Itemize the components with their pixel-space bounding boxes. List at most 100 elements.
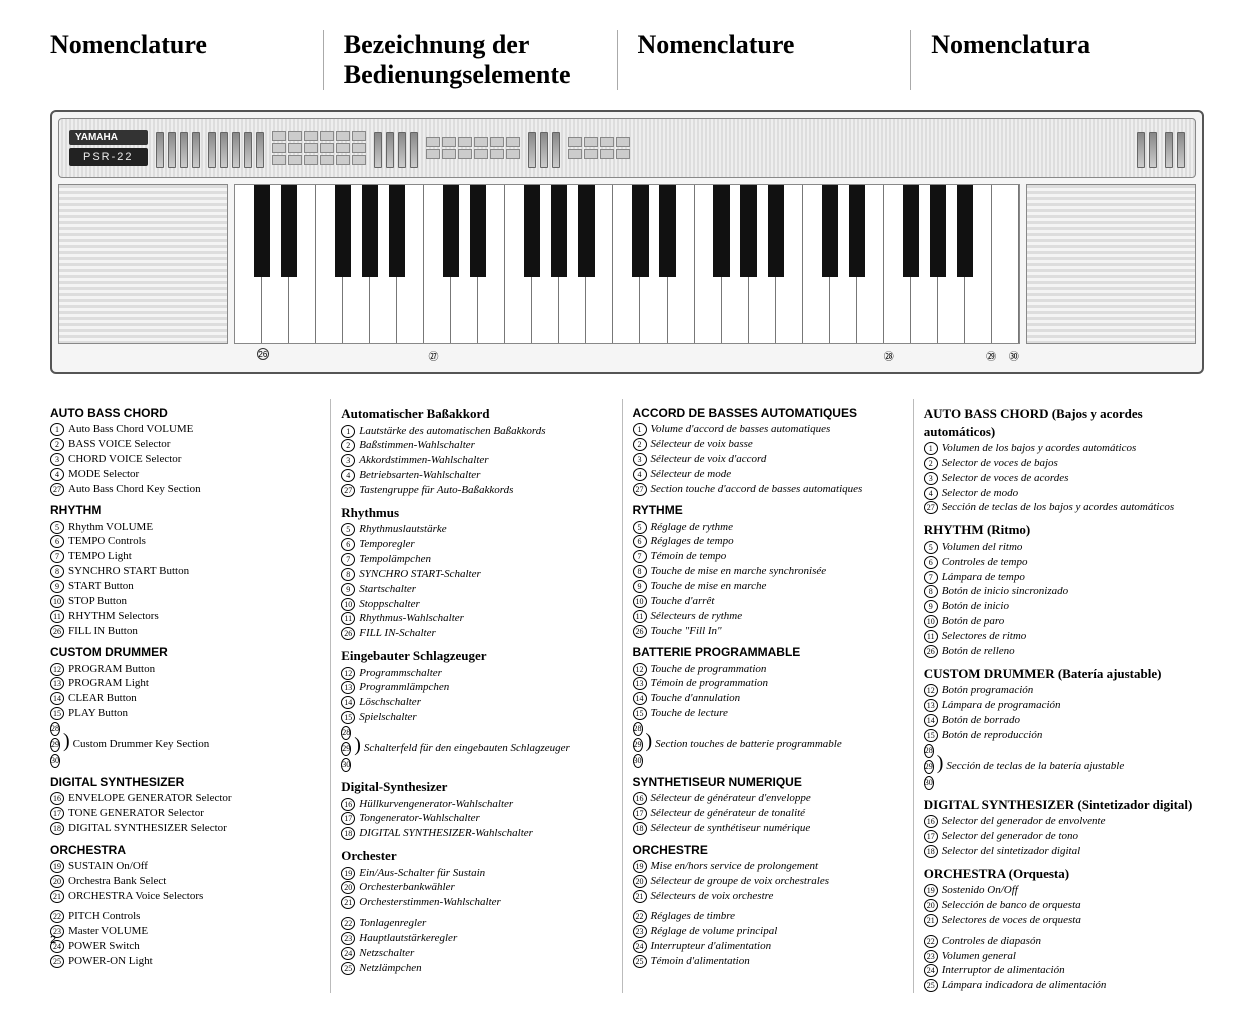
- item-number: 5: [924, 541, 938, 554]
- item-row: 12PROGRAM Button: [50, 662, 320, 677]
- black-key-slot: [776, 185, 803, 277]
- item-text: Sélecteur de groupe de voix orchestrales: [651, 874, 903, 889]
- item-row: 7Témoin de tempo: [633, 549, 903, 564]
- brace-symbol: ): [354, 739, 361, 757]
- item-text: DIGITAL SYNTHESIZER Selector: [68, 821, 320, 836]
- header-en: Nomenclature: [50, 30, 324, 90]
- item-text: Botón programación: [942, 683, 1194, 698]
- btn-cell: [288, 143, 302, 153]
- speaker-right: [1026, 184, 1196, 344]
- item-number: 11: [341, 612, 355, 625]
- black-key-slot: [478, 185, 505, 277]
- item-text: Selector de voces de bajos: [942, 456, 1194, 471]
- item-number: 22: [924, 935, 938, 948]
- col-fr: ACCORD DE BASSES AUTOMATIQUES1Volume d'a…: [633, 399, 914, 993]
- item-number: 7: [924, 571, 938, 584]
- item-text: Témoin d'alimentation: [651, 954, 903, 969]
- section-head: RHYTHM: [50, 502, 320, 518]
- lower-row: [58, 184, 1196, 344]
- marker-30: ㉚: [1009, 348, 1019, 363]
- item-row: 7Lámpara de tempo: [924, 570, 1194, 585]
- nomenclature-columns: AUTO BASS CHORD1Auto Bass Chord VOLUME2B…: [50, 399, 1204, 993]
- slider: [232, 132, 240, 168]
- item-number: 16: [924, 815, 938, 828]
- item-number: 13: [633, 677, 647, 690]
- item-text: RHYTHM Selectors: [68, 609, 320, 624]
- item-number: 15: [50, 707, 64, 720]
- item-number: 6: [924, 556, 938, 569]
- item-text: Témoin de tempo: [651, 549, 903, 564]
- brace-text: Custom Drummer Key Section: [73, 737, 321, 752]
- item-number: 21: [633, 890, 647, 903]
- item-number: 15: [924, 729, 938, 742]
- btn-cell: [426, 149, 440, 159]
- keyboard-panel: YAMAHA PSR-22: [50, 110, 1204, 374]
- item-row: 12Touche de programmation: [633, 662, 903, 677]
- slider-group-5: [1137, 128, 1157, 168]
- item-row: 11RHYTHM Selectors: [50, 609, 320, 624]
- item-text: Sélecteurs de voix orchestre: [651, 889, 903, 904]
- item-number: 4: [50, 468, 64, 481]
- item-text: Löschschalter: [359, 695, 611, 710]
- item-text: FILL IN-Schalter: [359, 626, 611, 641]
- item-number: 10: [924, 615, 938, 628]
- item-number: 29: [50, 738, 60, 752]
- black-key-slot: [289, 185, 316, 277]
- item-row: 9Startschalter: [341, 582, 611, 597]
- black-key-slot: [424, 185, 451, 277]
- black-key-slot: [235, 185, 262, 277]
- black-key-slot: [992, 185, 1019, 277]
- brace-row: 282930)Section touches de batterie progr…: [633, 721, 903, 768]
- item-text: Sélecteur de synthétiseur numérique: [651, 821, 903, 836]
- title-fr: Nomenclature: [638, 30, 901, 60]
- item-row: 14CLEAR Button: [50, 691, 320, 706]
- item-number: 14: [924, 714, 938, 727]
- btn-cell: [506, 149, 520, 159]
- item-text: Betriebsarten-Wahlschalter: [359, 468, 611, 483]
- item-text: Tempolämpchen: [359, 552, 611, 567]
- item-row: 2Selector de voces de bajos: [924, 456, 1194, 471]
- item-number: 29: [924, 760, 934, 774]
- item-text: TEMPO Light: [68, 549, 320, 564]
- item-row: 25Témoin d'alimentation: [633, 954, 903, 969]
- item-number: 14: [633, 692, 647, 705]
- btn-cell: [474, 137, 488, 147]
- section-head: ORCHESTRA: [50, 842, 320, 858]
- item-number: 19: [341, 867, 355, 880]
- item-number: 22: [633, 910, 647, 923]
- black-key-slot: [938, 185, 965, 277]
- marker-26: 26: [257, 348, 269, 360]
- item-row: 8Touche de mise en marche synchronisée: [633, 564, 903, 579]
- item-number: 30: [50, 754, 60, 768]
- item-number: 20: [633, 875, 647, 888]
- btn-cell: [304, 155, 318, 165]
- button-grid-2: [426, 137, 520, 159]
- item-row: 6Réglages de tempo: [633, 534, 903, 549]
- black-key-slot: [830, 185, 857, 277]
- item-number: 1: [633, 423, 647, 436]
- btn-cell: [272, 155, 286, 165]
- item-text: Réglage de rythme: [651, 520, 903, 535]
- item-number: 18: [50, 822, 64, 835]
- slider: [180, 132, 188, 168]
- item-row: 7Tempolämpchen: [341, 552, 611, 567]
- item-text: Selector del sintetizador digital: [942, 844, 1194, 859]
- btn-cell: [320, 143, 334, 153]
- section-head: RYTHME: [633, 502, 903, 518]
- black-key-slot: [262, 185, 289, 277]
- item-number: 20: [50, 875, 64, 888]
- section-head: Rhythmus: [341, 504, 611, 522]
- item-text: Sélecteurs de rythme: [651, 609, 903, 624]
- btn-cell: [474, 149, 488, 159]
- slider-group-2: [208, 128, 264, 168]
- header-es: Nomenclatura: [931, 30, 1204, 90]
- title-de: Bezeichnung der Bedienungselemente: [344, 30, 607, 90]
- item-number: 9: [50, 580, 64, 593]
- item-number: 26: [341, 627, 355, 640]
- brace-text: Section touches de batterie programmable: [655, 737, 903, 752]
- btn-cell: [352, 131, 366, 141]
- item-number: 1: [50, 423, 64, 436]
- item-row: 9Touche de mise en marche: [633, 579, 903, 594]
- item-text: Selector del generador de tono: [942, 829, 1194, 844]
- item-row: 20Selección de banco de orquesta: [924, 898, 1194, 913]
